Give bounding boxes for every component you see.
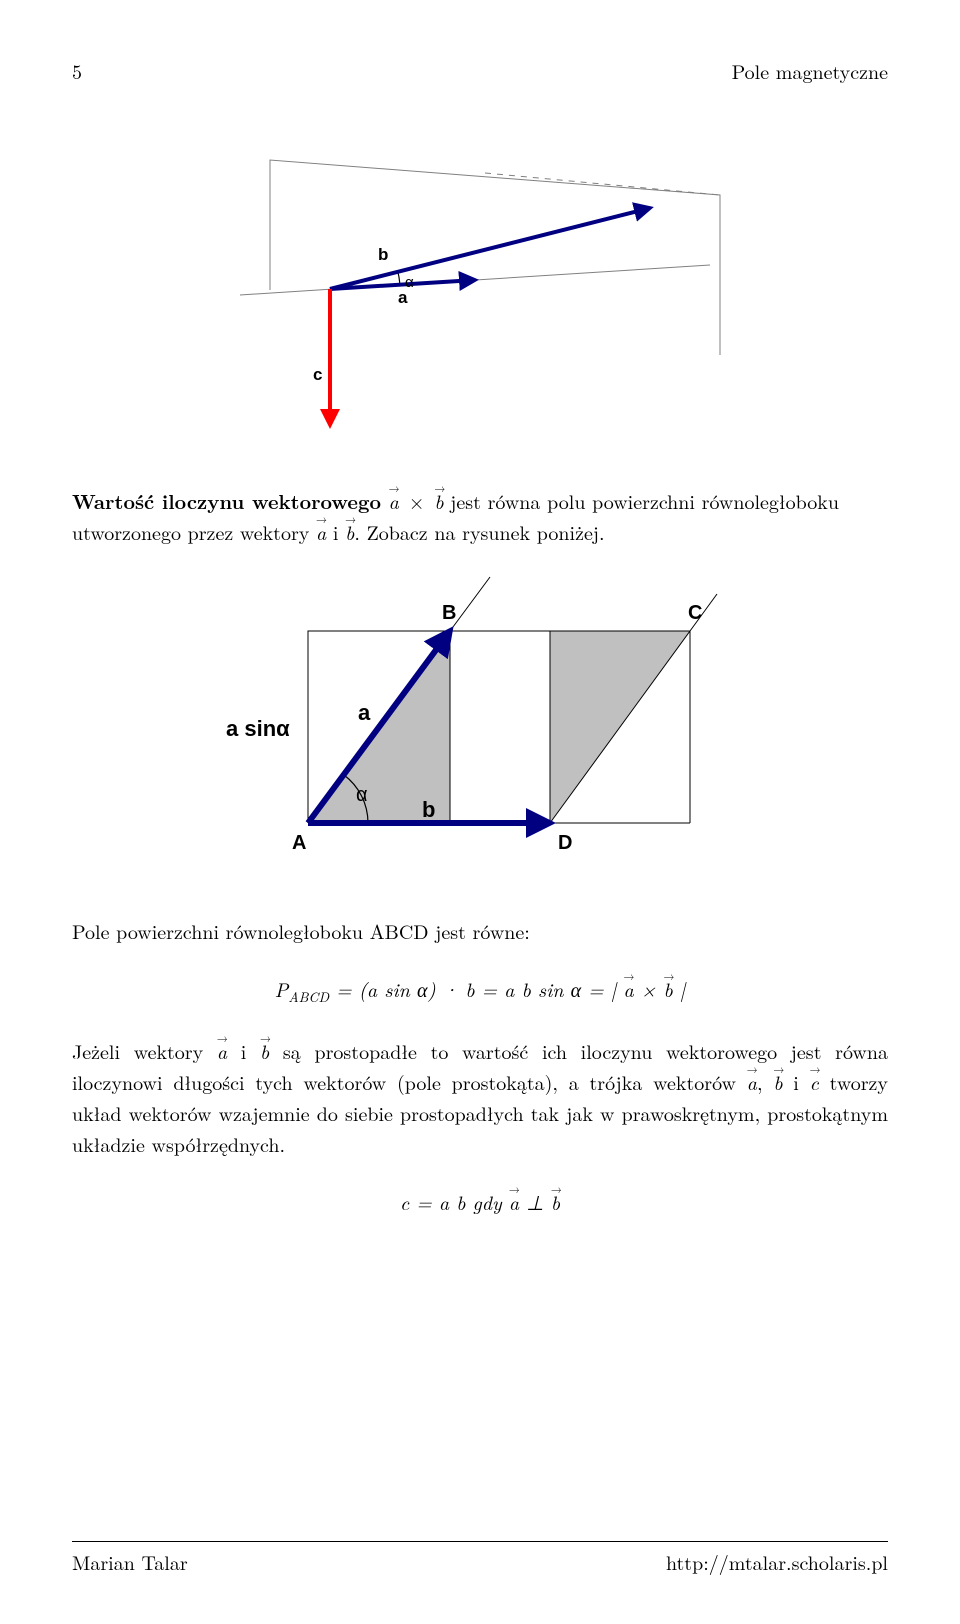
vec-b-inline: b xyxy=(434,485,443,516)
footer-author: Marian Talar xyxy=(72,1547,188,1576)
equation-area: PABCD = (a sin α) · b = a b sin α = | a … xyxy=(72,974,888,1007)
running-title: Pole magnetyczne xyxy=(732,56,888,85)
svg-text:α: α xyxy=(356,784,368,806)
footer-url: http://mtalar.scholaris.pl xyxy=(666,1547,888,1576)
vec-b-inline2: b xyxy=(345,516,354,547)
figure-cross-product-3d: abcα xyxy=(72,145,888,445)
p3-va: a xyxy=(217,1035,227,1066)
svg-text:B: B xyxy=(442,602,456,624)
p3-1: Jeżeli wektory xyxy=(72,1036,217,1065)
fig2-svg: A B C Da b a sinα α xyxy=(220,571,740,871)
caption1-lead: Wartość iloczynu wektorowego xyxy=(72,486,389,515)
eq-vec-b: b xyxy=(663,974,672,1003)
svg-text:a: a xyxy=(358,700,371,725)
svg-text:A: A xyxy=(292,832,306,854)
fig1-svg: abcα xyxy=(220,145,740,445)
eq-end: | xyxy=(673,974,686,1003)
svg-text:b: b xyxy=(422,797,435,822)
p3-vb: b xyxy=(260,1035,269,1066)
equation-perp: c = a b gdy a ⊥ b xyxy=(72,1187,888,1216)
svg-text:D: D xyxy=(558,832,572,854)
vec-a-inline2: a xyxy=(316,516,326,547)
eq2-va: a xyxy=(509,1187,519,1216)
eq2-perp: ⊥ xyxy=(519,1187,551,1216)
eq2-vb: b xyxy=(551,1187,560,1216)
eq-cross: × xyxy=(634,974,664,1003)
eq-vec-a: a xyxy=(624,974,634,1003)
page-header: 5 Pole magnetyczne xyxy=(72,56,888,85)
p3-5: i xyxy=(783,1067,810,1096)
page-number: 5 xyxy=(72,56,82,85)
eq-body: = (a sin α) · b = a b sin α = | xyxy=(329,974,623,1003)
p3-vb2: b xyxy=(773,1066,782,1097)
svg-text:c: c xyxy=(313,365,322,384)
figure-parallelogram: A B C Da b a sinα α xyxy=(72,571,888,871)
svg-text:b: b xyxy=(378,245,388,264)
para-perp: Jeżeli wektory a i b są prostopadłe to w… xyxy=(72,1035,888,1159)
caption1-tail: . Zobacz na rysunek poniżej. xyxy=(354,517,604,546)
p3-4: , xyxy=(757,1067,773,1096)
eq-P: P xyxy=(275,974,289,1003)
svg-text:a sinα: a sinα xyxy=(226,716,290,741)
eq-sub: ABCD xyxy=(288,987,329,1007)
footer-rule xyxy=(72,1541,888,1542)
para-area-lead: Pole powierzchni równoległoboku ABCD jes… xyxy=(72,915,888,946)
eq2-body: c = a b gdy xyxy=(400,1187,509,1216)
p3-2: i xyxy=(227,1036,260,1065)
svg-text:C: C xyxy=(688,602,702,624)
footer: Marian Talar http://mtalar.scholaris.pl xyxy=(72,1547,888,1576)
caption-1: Wartość iloczynu wektorowego a × b jest … xyxy=(72,485,888,547)
p3-vc: c xyxy=(810,1066,819,1097)
p3-va2: a xyxy=(747,1066,757,1097)
svg-text:α: α xyxy=(405,274,414,291)
vec-a-inline: a xyxy=(389,485,399,516)
